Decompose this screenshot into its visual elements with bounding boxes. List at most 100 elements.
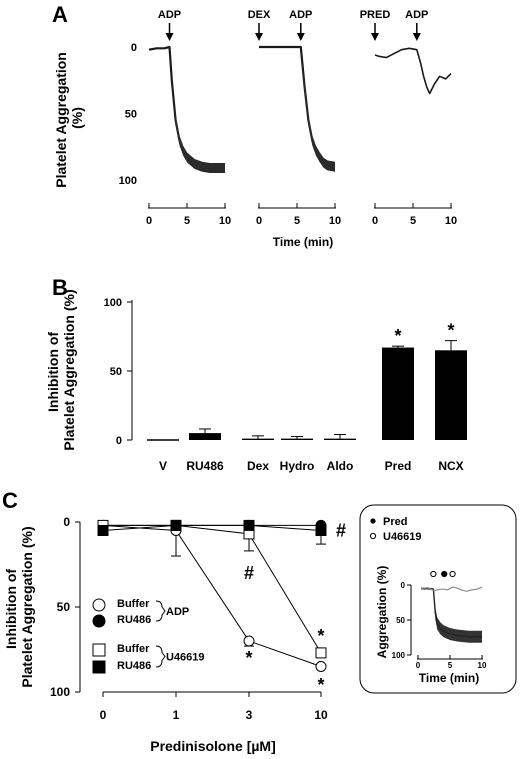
panel-b-x-tick-label-0: V [159,459,167,473]
panel-a-trace-1-noise-band [300,46,335,172]
panel-c-y-tick-label-1: 50 [57,600,71,614]
panel-a-event-label-1-1: ADP [289,9,312,21]
panel-a-event-markers: ADP DEX ADP PRED ADP [158,9,428,41]
inset-legend-pred-label: Pred [383,516,407,528]
panel-c-x-tick-label-0: 0 [100,708,107,722]
inset-y-tick-label-1: 50 [396,616,405,625]
inset-traces [421,586,483,643]
panel-b-x-tick-label-4: Aldo [327,459,354,473]
panel-a-event-arrowhead-1-0 [255,33,263,41]
panel-b-significance-5: * [394,326,401,346]
panel-c-legend-entry-1-1: RU486 [117,660,151,672]
panel-c-annotation-4: # [336,521,346,541]
panel-b-x-tick-label-2: Dex [247,459,269,473]
panel-a-x-tick-label-2-0: 0 [372,215,378,227]
panel-c-y-ticks: 0 50 100 [50,515,80,699]
panel-b-y-tick-label-1: 50 [110,366,122,378]
panel-b-significance-6: * [447,321,454,341]
panel-b-x-tick-label-6: NCX [438,459,463,473]
panel-c-series-3-point-2 [243,519,255,531]
inset-legend-u46619-marker [369,532,377,540]
inset-x-tick-label-1: 5 [448,661,453,670]
panel-a-ylabel: Platelet Aggregation (%) [53,48,85,188]
inset-ylabel: Aggregation (%) [375,566,389,659]
panel-b-y-tick-label-2: 100 [104,297,122,309]
inset-trace-1 [421,586,483,592]
panel-b-ylabel-line1: Inhibition of [45,332,61,412]
inset-event-markers [430,570,456,578]
panel-b-bar-3 [281,438,313,440]
panel-c-annotations: * * * # # [244,521,346,696]
panel-a-ylabel-line2: (%) [69,107,85,129]
panel-c-xlabel: Predinisolone [µM] [150,738,276,754]
panel-a-x-tick-label-1-1: 5 [294,215,300,227]
inset-event-marker-1 [441,570,448,578]
panel-a-event-arrowhead-2-1 [412,33,421,41]
panel-c-series-3-point-0 [97,525,109,536]
panel-c-ylabel-line2: Platelet Aggregation (%) [19,526,35,687]
panel-a-trace-1 [259,45,336,168]
panel-c-series-0-point-2 [243,635,255,647]
panel-b-x-tick-labels: V RU486 Dex Hydro Aldo Pred NCX [159,459,464,473]
inset-y-ticks: 0 50 100 [392,581,412,660]
panel-b-bar-2 [242,438,274,440]
panel-b-bar-6 [435,350,467,440]
panel-a-x-tick-label-0-2: 10 [219,215,231,227]
panel-a-event-arrowhead-1-1 [296,33,305,41]
panel-a-event-arrowhead-2-0 [371,33,379,41]
panel-c-legend-entry-0-1: RU486 [117,614,151,626]
panel-c-series-3-point-1 [170,519,182,531]
panel-c-series-3-point-3 [315,525,327,536]
panel-b-y-tick-label-0: 0 [116,435,122,447]
panel-b-ylabel-line2: Platelet Aggregation (%) [61,289,77,450]
panel-c-x-tick-label-3: 10 [314,708,328,722]
panel-c-series [97,519,327,672]
panel-c-legend-brace-0 [155,600,166,622]
panel-a-x-tick-label-2-1: 5 [410,215,416,227]
panel-a-ylabel-line1: Platelet Aggregation [53,52,69,188]
panel-c-legend-marker-2 [92,643,106,657]
inset-legend-pred-marker [370,518,376,524]
panel-c-annotation-2: * [317,675,324,695]
panel-a-event-label-1-0: DEX [248,9,271,21]
panel-c-series-2-point-3 [315,647,327,659]
panel-b-ylabel: Inhibition of Platelet Aggregation (%) [45,289,77,450]
panel-a-trace-0 [148,45,225,170]
panel-c-legend-group-label-0: ADP [166,606,189,618]
panel-c-annotation-1: * [317,626,324,646]
panel-c-legend: Buffer RU486 ADP Buffer RU486 U46619 [92,598,205,674]
panel-c-x-tick-label-2: 3 [246,708,253,722]
panel-a-x-tick-label-1-2: 10 [329,215,341,227]
panel-a-event-arrowhead-0-0 [165,33,174,41]
panel-a-letter: A [52,2,68,27]
panel-c-annotation-3: # [244,563,254,583]
panel-b-letter: B [52,275,68,300]
panel-b: B Inhibition of Platelet Aggregation (%)… [45,275,467,473]
panel-c-ylabel-line1: Inhibition of [3,569,19,649]
panel-a-trace-2 [374,47,452,95]
panel-b-x-tick-label-5: Pred [385,459,412,473]
panel-a-y-tick-label-1: 50 [125,109,137,121]
panel-a-event-label-2-0: PRED [360,9,391,21]
panel-b-bar-5 [382,347,414,440]
panel-c-legend-marker-3 [92,660,106,674]
panel-a-event-label-2-1: ADP [405,9,428,21]
inset-legend-u46619-label: U46619 [383,531,422,543]
panel-a-y-tick-label-2: 100 [119,175,137,187]
inset-x-tick-label-2: 10 [478,661,487,670]
inset-y-tick-label-2: 100 [392,651,406,660]
panel-c-legend-entry-0-0: Buffer [117,598,150,610]
panel-c-annotation-0: * [245,648,252,668]
panel-c-ylabel: Inhibition of Platelet Aggregation (%) [3,526,35,687]
inset-x-tick-label-0: 0 [416,661,421,670]
panel-c-series-line-3 [102,524,322,531]
panel-b-x-tick-label-1: RU486 [186,459,224,473]
panel-a-trace-0-noise-band [169,46,225,173]
panel-c-series-line-2 [103,524,322,654]
inset-event-marker-2 [449,570,456,578]
panel-c-x-tick-label-1: 1 [173,708,180,722]
inset-xlabel: Time (min) [419,671,479,685]
panel-c-legend-marker-0 [92,598,106,612]
